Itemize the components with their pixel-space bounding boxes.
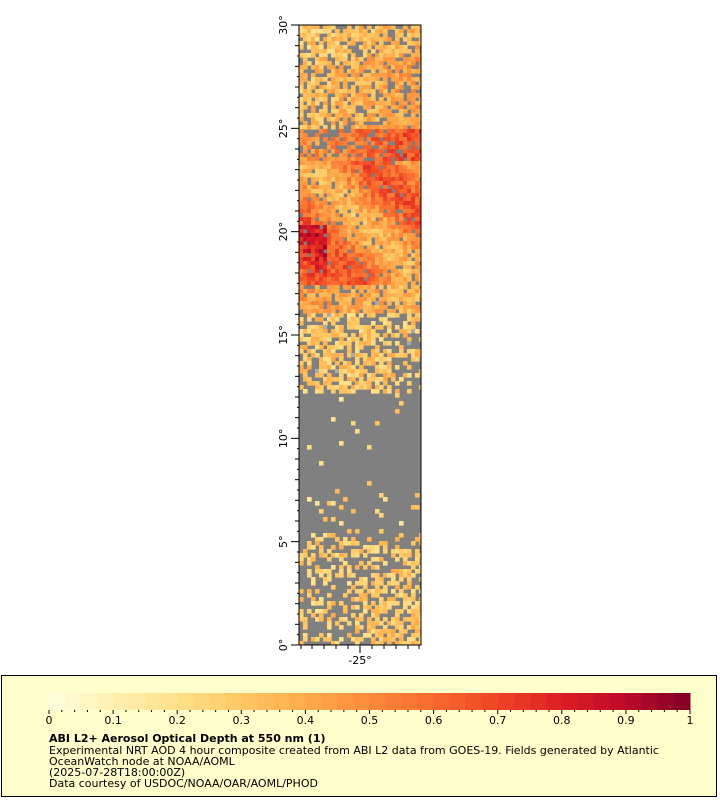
longitude-axis: -25° (300, 645, 420, 667)
colorbar-cell (353, 693, 370, 710)
colorbar-cell (161, 693, 178, 710)
map-figure: 0° 5° 10° 15° 20° 25° 30° -25° (277, 15, 422, 667)
colorbar-cell (49, 693, 66, 710)
lat-label: 25° (277, 119, 290, 139)
legend-description-line1: Experimental NRT AOD 4 hour composite cr… (49, 744, 659, 757)
aod-data-field (299, 25, 421, 645)
colorbar-cell (561, 693, 579, 710)
colorbar-cell (369, 693, 387, 710)
lat-label: 0° (277, 639, 290, 652)
colorbar-tick-label: 0.6 (425, 714, 443, 727)
legend-description-line2: OceanWatch node at NOAA/AOML (49, 755, 235, 768)
colorbar-cell (497, 693, 515, 710)
colorbar-cell (209, 693, 226, 710)
colorbar-cell (289, 693, 306, 710)
colorbar-cells (49, 693, 691, 710)
colorbar-cell (401, 693, 419, 710)
colorbar-cell (97, 693, 114, 710)
colorbar-cell (321, 693, 338, 710)
colorbar-tick-label: 0.4 (297, 714, 315, 727)
colorbar-tick-label: 0.9 (617, 714, 635, 727)
legend-credit: Data courtesy of USDOC/NOAA/OAR/AOML/PHO… (49, 777, 318, 790)
colorbar-tick-label: 0.5 (361, 714, 379, 727)
colorbar-tick-label: 0.2 (168, 714, 186, 727)
lat-label: 15° (277, 325, 290, 345)
colorbar-cell (273, 693, 290, 710)
colorbar-cell (657, 693, 675, 710)
colorbar-cell (193, 693, 210, 710)
colorbar-cell (257, 693, 274, 710)
legend-timestamp: (2025-07-28T18:00:00Z) (49, 766, 186, 779)
lat-label: 10° (277, 429, 290, 449)
colorbar-cell (81, 693, 98, 710)
lon-label: -25° (348, 654, 371, 667)
colorbar-tick-label: 0.8 (553, 714, 571, 727)
colorbar-cell (625, 693, 643, 710)
colorbar-ticks: 0 0.1 0.2 0.3 0.4 0.5 0.6 0.7 0.8 0.9 1 (46, 710, 694, 727)
colorbar-cell (673, 693, 691, 710)
colorbar-tick-label: 0.7 (489, 714, 507, 727)
colorbar-cell (609, 693, 627, 710)
colorbar-cell (129, 693, 146, 710)
colorbar-tick-label: 0.1 (104, 714, 122, 727)
lat-label: 20° (277, 222, 290, 242)
colorbar-cell (113, 693, 130, 710)
lat-label: 5° (277, 535, 290, 548)
colorbar-cell (177, 693, 194, 710)
colorbar-cell (225, 693, 242, 710)
colorbar-cell (465, 693, 483, 710)
colorbar: 0 0.1 0.2 0.3 0.4 0.5 0.6 0.7 0.8 0.9 1 (46, 693, 694, 727)
colorbar-cell (481, 693, 499, 710)
colorbar-cell (145, 693, 162, 710)
colorbar-cell (641, 693, 659, 710)
legend-panel: 0 0.1 0.2 0.3 0.4 0.5 0.6 0.7 0.8 0.9 1 ABI L2+ Ae… (1, 675, 717, 797)
legend-title: ABI L2+ Aerosol Optical Depth at 550 nm … (49, 732, 326, 745)
colorbar-tick-label: 0.3 (233, 714, 251, 727)
colorbar-cell (385, 693, 403, 710)
colorbar-cell (241, 693, 258, 710)
colorbar-cell (593, 693, 611, 710)
colorbar-cell (433, 693, 451, 710)
lat-label: 30° (277, 15, 290, 35)
colorbar-cell (417, 693, 435, 710)
colorbar-cell (305, 693, 322, 710)
colorbar-cell (529, 693, 547, 710)
colorbar-cell (449, 693, 467, 710)
colorbar-tick-label: 1 (687, 714, 694, 727)
colorbar-tick-label: 0 (46, 714, 53, 727)
aod-map-plot (299, 25, 421, 645)
colorbar-cell (545, 693, 563, 710)
colorbar-cell (577, 693, 595, 710)
colorbar-cell (65, 693, 82, 710)
colorbar-cell (513, 693, 531, 710)
colorbar-cell (337, 693, 354, 710)
latitude-axis: 0° 5° 10° 15° 20° 25° 30° (277, 15, 299, 651)
